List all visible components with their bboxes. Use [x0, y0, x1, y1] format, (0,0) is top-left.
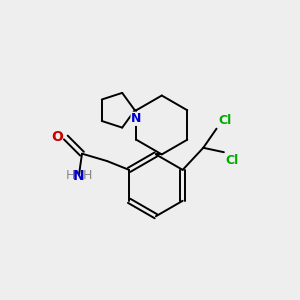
Text: N: N — [131, 112, 142, 125]
Text: Cl: Cl — [218, 114, 231, 127]
Text: H: H — [66, 169, 76, 182]
Text: H: H — [82, 169, 92, 182]
Text: Cl: Cl — [225, 154, 239, 167]
Text: N: N — [73, 169, 85, 183]
Text: O: O — [52, 130, 64, 145]
